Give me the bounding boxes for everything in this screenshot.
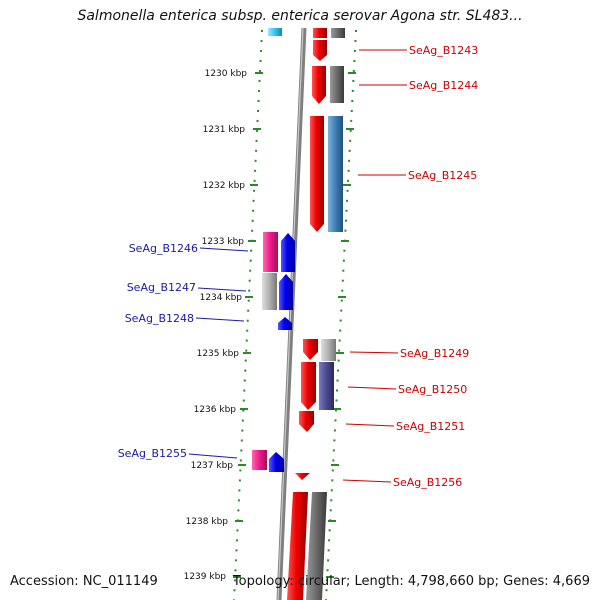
kbp-label: 1238 kbp <box>186 517 229 527</box>
gene-label-b1247[interactable]: SeAg_B1247 <box>127 281 196 294</box>
gene-box-bottom-gray <box>306 492 327 600</box>
kbp-ticks <box>233 72 263 578</box>
kbp-label: 1230 kbp <box>205 69 248 79</box>
gene-box-b1247-gray <box>262 273 277 310</box>
gene-label-b1243[interactable]: SeAg_B1243 <box>409 44 478 57</box>
gene-label-b1251[interactable]: SeAg_B1251 <box>396 420 465 433</box>
kbp-label: 1235 kbp <box>197 349 240 359</box>
gene-box-b1244b <box>330 66 344 103</box>
gene-label-b1245[interactable]: SeAg_B1245 <box>408 169 477 182</box>
leader-line <box>188 453 238 459</box>
gene-arrow-b1243 <box>313 40 327 61</box>
map-title: Salmonella enterica subsp. enterica sero… <box>77 8 523 24</box>
kbp-label: 1231 kbp <box>203 125 246 135</box>
gene-box-b1246-pink <box>263 232 278 272</box>
right-tick-rail <box>325 29 357 600</box>
gene-box-bottom-red <box>287 492 308 600</box>
gene-box-b1250b <box>319 362 334 410</box>
gene-arrow-b1244 <box>312 66 326 104</box>
leader-line <box>347 386 397 390</box>
gene-label-b1250[interactable]: SeAg_B1250 <box>398 383 467 396</box>
gene-label-b1255[interactable]: SeAg_B1255 <box>118 447 187 460</box>
gene-arrow-b1249 <box>303 339 318 360</box>
leader-line <box>345 423 395 427</box>
gene-partial-gray <box>331 28 345 38</box>
leader-line <box>199 247 249 252</box>
kbp-label: 1233 kbp <box>202 237 245 247</box>
left-tick-rail <box>233 29 263 600</box>
kbp-label: 1236 kbp <box>194 405 237 415</box>
leader-line <box>197 287 247 292</box>
gene-arrow-b1255 <box>269 452 284 472</box>
gene-arrow-b1245 <box>310 116 324 232</box>
gene-label-b1244[interactable]: SeAg_B1244 <box>409 79 478 92</box>
gene-arrow-b1246 <box>281 233 295 272</box>
gene-arrow-b1248 <box>278 317 292 330</box>
gene-arrow-b1250 <box>301 362 316 410</box>
gene-label-b1246[interactable]: SeAg_B1246 <box>129 242 198 255</box>
genome-backbone <box>276 27 307 600</box>
gene-box-b1249b <box>321 339 336 361</box>
gene-box-b1255-pink <box>252 450 267 470</box>
gene-box-b1245b <box>328 116 343 232</box>
kbp-label: 1232 kbp <box>203 181 246 191</box>
gene-label-b1248[interactable]: SeAg_B1248 <box>125 312 194 325</box>
gene-partial-cyan <box>268 28 282 36</box>
kbp-label: 1239 kbp <box>184 572 227 582</box>
gene-arrow-b1256 <box>295 473 310 480</box>
leader-line <box>349 351 399 354</box>
kbp-label: 1237 kbp <box>191 461 234 471</box>
leader-line <box>342 479 392 483</box>
gene-label-b1256[interactable]: SeAg_B1256 <box>393 476 462 489</box>
accession-label: Accession: NC_011149 <box>10 574 158 589</box>
gene-label-b1249[interactable]: SeAg_B1249 <box>400 347 469 360</box>
genome-summary: Topology: circular; Length: 4,798,660 bp… <box>232 574 590 589</box>
gene-arrow-b1251 <box>299 411 314 432</box>
leader-line <box>195 317 245 322</box>
kbp-label: 1234 kbp <box>200 293 243 303</box>
gene-arrow-b1247 <box>279 274 293 310</box>
gene-partial-red <box>313 28 327 38</box>
